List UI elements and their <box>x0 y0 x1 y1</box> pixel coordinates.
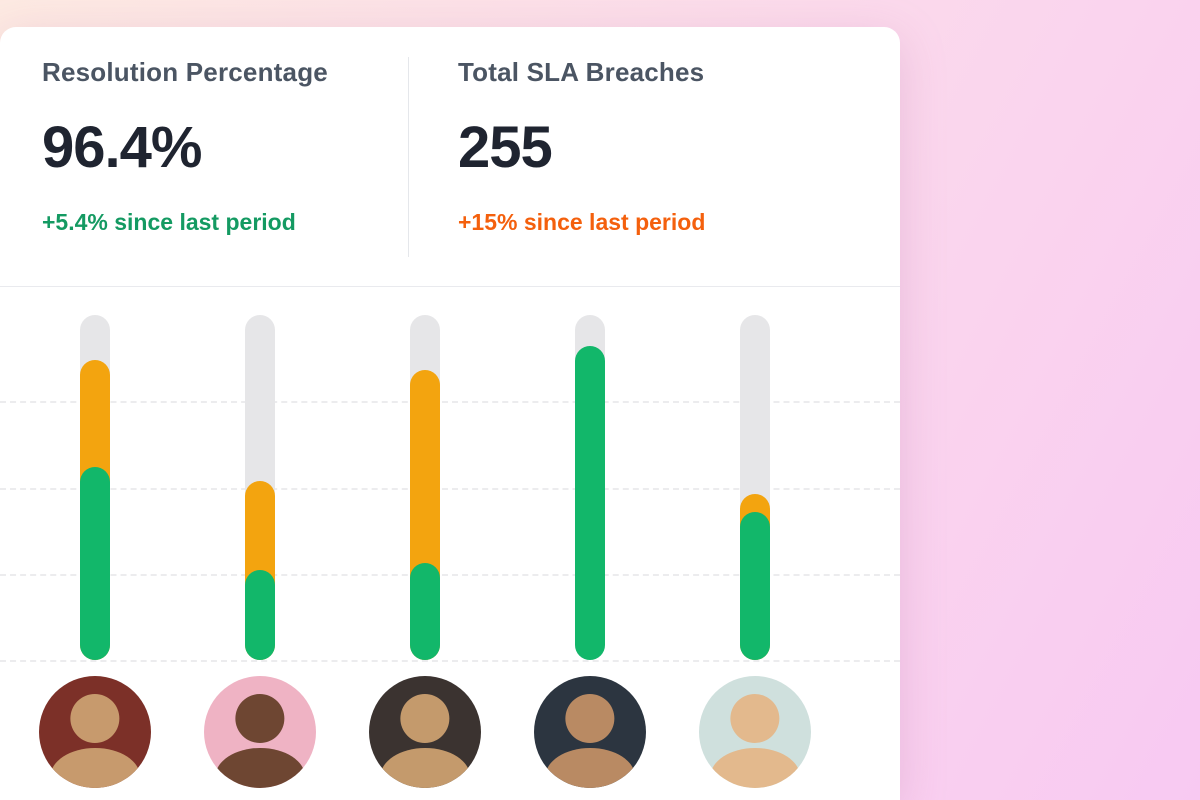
chart-gridline <box>0 401 900 404</box>
chart-gridline <box>0 487 900 490</box>
agent-column <box>699 315 811 788</box>
kpi-header: Resolution Percentage 96.4% +5.4% since … <box>0 27 900 287</box>
avatar-torso-shape <box>50 747 140 788</box>
agents-sla-chart <box>0 287 900 800</box>
kpi-label: Total SLA Breaches <box>458 57 705 87</box>
bar-segment-green <box>575 346 605 660</box>
avatar-torso-shape <box>710 747 800 788</box>
agent-bar-track[interactable] <box>410 315 440 660</box>
agent-bar-track[interactable] <box>245 315 275 660</box>
agent-avatar[interactable] <box>39 676 151 788</box>
agent-avatar[interactable] <box>534 676 646 788</box>
agent-bar-track[interactable] <box>740 315 770 660</box>
avatar-head-shape <box>565 693 615 744</box>
avatar-head-shape <box>400 693 450 744</box>
kpi-resolution-percentage: Resolution Percentage 96.4% +5.4% since … <box>42 57 328 236</box>
kpi-vertical-divider <box>408 57 409 257</box>
agent-avatar[interactable] <box>369 676 481 788</box>
chart-gridline <box>0 573 900 576</box>
bar-segment-green <box>410 563 440 660</box>
agent-bar-track[interactable] <box>80 315 110 660</box>
avatar-head-shape <box>730 693 780 744</box>
agent-column <box>369 315 481 788</box>
agent-avatar[interactable] <box>204 676 316 788</box>
avatar-head-shape <box>70 693 120 744</box>
bar-segment-green <box>740 511 770 660</box>
dashboard-card: Resolution Percentage 96.4% +5.4% since … <box>0 27 900 800</box>
kpi-delta: +5.4% since last period <box>42 209 296 235</box>
bar-segment-green <box>80 466 110 660</box>
avatar-torso-shape <box>380 747 470 788</box>
agent-column <box>204 315 316 788</box>
kpi-delta: +15% since last period <box>458 209 706 235</box>
bar-segment-green <box>245 570 275 660</box>
chart-gridline <box>0 660 900 662</box>
agent-column <box>534 315 646 788</box>
agent-avatar[interactable] <box>699 676 811 788</box>
agent-column <box>39 315 151 788</box>
agent-bar-track[interactable] <box>575 315 605 660</box>
kpi-label: Resolution Percentage <box>42 57 328 87</box>
avatar-torso-shape <box>545 747 635 788</box>
kpi-value: 255 <box>458 115 553 180</box>
kpi-value: 96.4% <box>42 115 202 180</box>
avatar-torso-shape <box>215 747 305 788</box>
kpi-total-sla-breaches: Total SLA Breaches 255 +15% since last p… <box>458 57 705 236</box>
avatar-head-shape <box>235 693 285 744</box>
